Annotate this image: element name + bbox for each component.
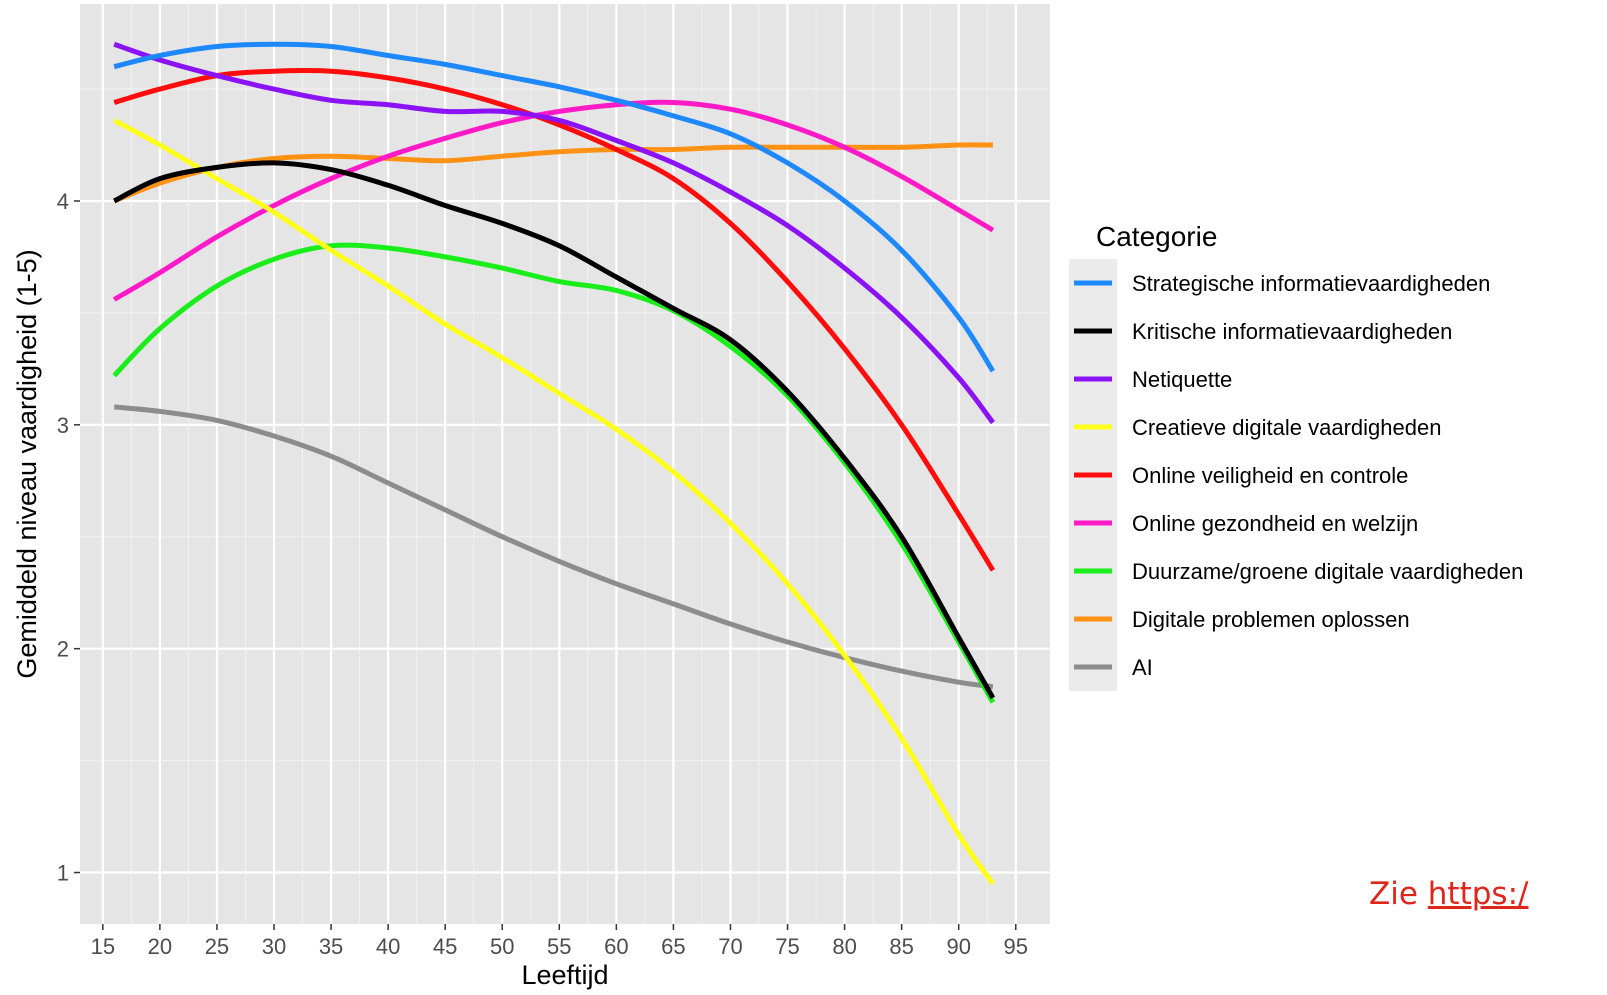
y-axis-title: Gemiddeld niveau vaardigheid (1-5) (12, 249, 42, 678)
x-tick-label: 90 (946, 934, 970, 959)
plot-panel (80, 4, 1050, 924)
series-line (113, 67, 996, 572)
legend-title: Categorie (1096, 221, 1217, 252)
legend-label: Kritische informatievaardigheden (1132, 319, 1452, 344)
x-tick-label: 60 (604, 934, 628, 959)
legend-label: Strategische informatievaardigheden (1132, 271, 1490, 296)
series-line (113, 118, 995, 886)
series-line (113, 160, 996, 700)
y-tick-label: 1 (57, 861, 69, 886)
legend-label: Creatieve digitale vaardigheden (1132, 415, 1441, 440)
x-tick-label: 75 (775, 934, 799, 959)
x-tick-label: 45 (433, 934, 457, 959)
x-axis-title: Leeftijd (521, 960, 608, 990)
grid-major (80, 4, 1050, 924)
reference-prefix: Zie (1369, 876, 1428, 912)
x-tick-label: 25 (205, 934, 229, 959)
x-tick-label: 30 (262, 934, 286, 959)
y-tick-label: 2 (57, 637, 69, 662)
x-tick-label: 55 (547, 934, 571, 959)
x-tick-label: 20 (148, 934, 172, 959)
x-tick-label: 15 (91, 934, 115, 959)
x-tick-label: 50 (490, 934, 514, 959)
reference-link[interactable]: https:/ (1427, 876, 1529, 912)
series-line (113, 41, 996, 373)
x-tick-label: 35 (319, 934, 343, 959)
legend-label: AI (1132, 655, 1153, 680)
legend: Categorie Strategische informatievaardig… (1069, 221, 1523, 691)
legend-label: Duurzame/groene digitale vaardigheden (1132, 559, 1523, 584)
y-tick-label: 4 (57, 189, 69, 214)
x-tick-label: 80 (832, 934, 856, 959)
x-tick-label: 40 (376, 934, 400, 959)
legend-label: Online veiligheid en controle (1132, 463, 1408, 488)
series-line (113, 404, 994, 690)
x-tick-label: 85 (889, 934, 913, 959)
series-line (112, 99, 995, 302)
series-line (112, 242, 996, 704)
x-tick-label: 95 (1004, 934, 1028, 959)
x-tick-label: 70 (718, 934, 742, 959)
x-tick-label: 65 (661, 934, 685, 959)
series-line (113, 142, 993, 204)
legend-label: Online gezondheid en welzijn (1132, 511, 1418, 536)
axis-ticks: 15 20 25 30 35 40 45 50 55 60 65 70 75 80 85 90 95 1 2 3 4 (57, 189, 1028, 959)
y-tick-label: 3 (57, 413, 69, 438)
grid-minor (80, 4, 1050, 924)
legend-label: Netiquette (1132, 367, 1232, 392)
series-lines (112, 41, 996, 886)
reference-note: Zie https:/ (1369, 876, 1528, 912)
series-line (113, 41, 995, 425)
legend-label: Digitale problemen oplossen (1132, 607, 1410, 632)
